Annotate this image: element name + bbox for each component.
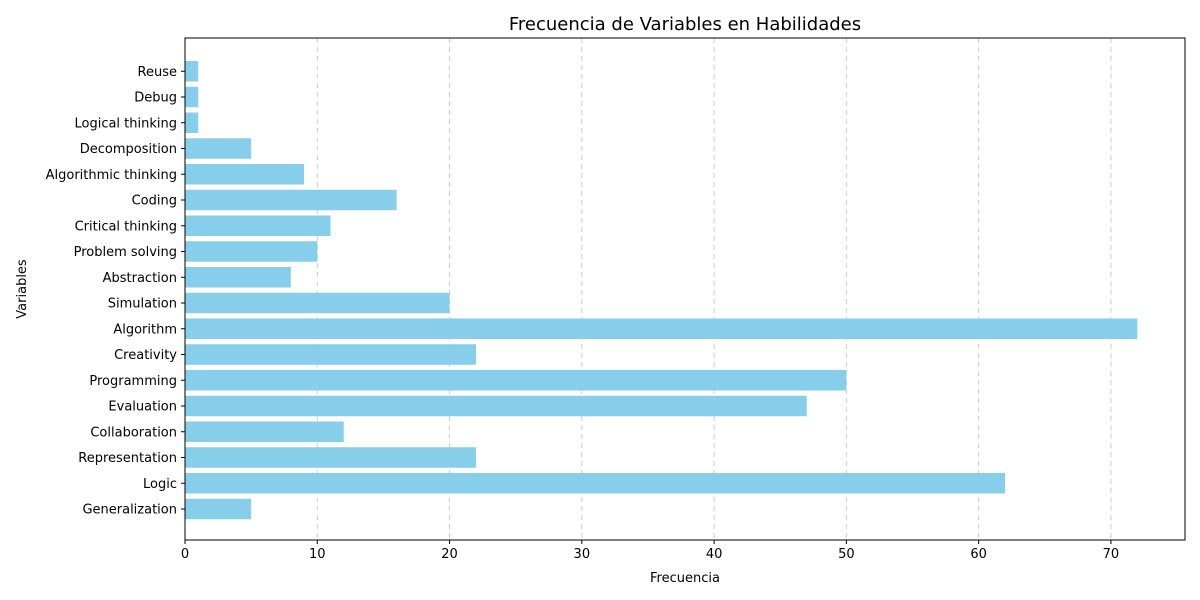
- y-tick-label: Critical thinking: [75, 219, 177, 234]
- bar-simulation: [185, 292, 450, 314]
- bar-programming: [185, 370, 847, 391]
- y-tick-label: Generalization: [82, 503, 177, 518]
- y-tick-label: Algorithm: [113, 322, 177, 337]
- bar-logical-thinking: [185, 112, 199, 133]
- bar-critical-thinking: [185, 215, 331, 236]
- bar-collaboration: [185, 421, 344, 442]
- bar-debug: [185, 86, 199, 108]
- bar-problem-solving: [185, 241, 318, 262]
- bar-reuse: [185, 61, 199, 82]
- x-tick-label: 70: [1103, 547, 1120, 562]
- y-tick-label: Logic: [143, 477, 177, 492]
- x-tick-label: 10: [309, 547, 326, 562]
- y-tick-label: Debug: [134, 91, 177, 106]
- y-axis-label: Variables: [15, 259, 30, 319]
- y-tick-label: Problem solving: [74, 245, 177, 260]
- bar-logic: [185, 473, 1006, 494]
- x-tick-label: 20: [441, 547, 458, 562]
- bars: [185, 61, 1138, 520]
- y-tick-label: Evaluation: [108, 400, 177, 415]
- y-tick-label: Logical thinking: [74, 116, 177, 131]
- y-tick-label: Creativity: [114, 348, 177, 363]
- x-tick-label: 0: [181, 547, 189, 562]
- bar-algorithmic-thinking: [185, 164, 305, 185]
- bar-representation: [185, 447, 477, 468]
- bar-generalization: [185, 498, 252, 520]
- x-tick-label: 30: [574, 547, 591, 562]
- bar-evaluation: [185, 395, 807, 417]
- y-tick-label: Abstraction: [103, 271, 177, 286]
- chart-title: Frecuencia de Variables en Habilidades: [509, 14, 861, 35]
- y-tick-label: Reuse: [138, 65, 177, 80]
- y-tick-label: Collaboration: [90, 425, 177, 440]
- bar-coding: [185, 189, 397, 211]
- y-tick-label: Programming: [89, 374, 177, 389]
- bar-creativity: [185, 344, 477, 365]
- x-tick-label: 40: [706, 547, 723, 562]
- bar-algorithm: [185, 318, 1138, 339]
- x-axis-label: Frecuencia: [650, 571, 720, 586]
- y-tick-label: Decomposition: [80, 142, 177, 157]
- y-tick-label: Coding: [132, 194, 177, 209]
- y-tick-label: Algorithmic thinking: [46, 168, 177, 183]
- plot-frame: [184, 37, 1186, 541]
- x-tick-label: 50: [838, 547, 855, 562]
- bar-abstraction: [185, 267, 291, 288]
- bar-decomposition: [185, 138, 252, 159]
- y-tick-label: Representation: [78, 451, 177, 466]
- x-tick-label: 60: [970, 547, 987, 562]
- y-tick-label: Simulation: [108, 297, 177, 312]
- x-axis-ticks: 0 10 20 30 40 50 60 70: [181, 540, 1119, 562]
- y-axis-ticks: Generalization Logic Representation Collabo…: [46, 65, 185, 518]
